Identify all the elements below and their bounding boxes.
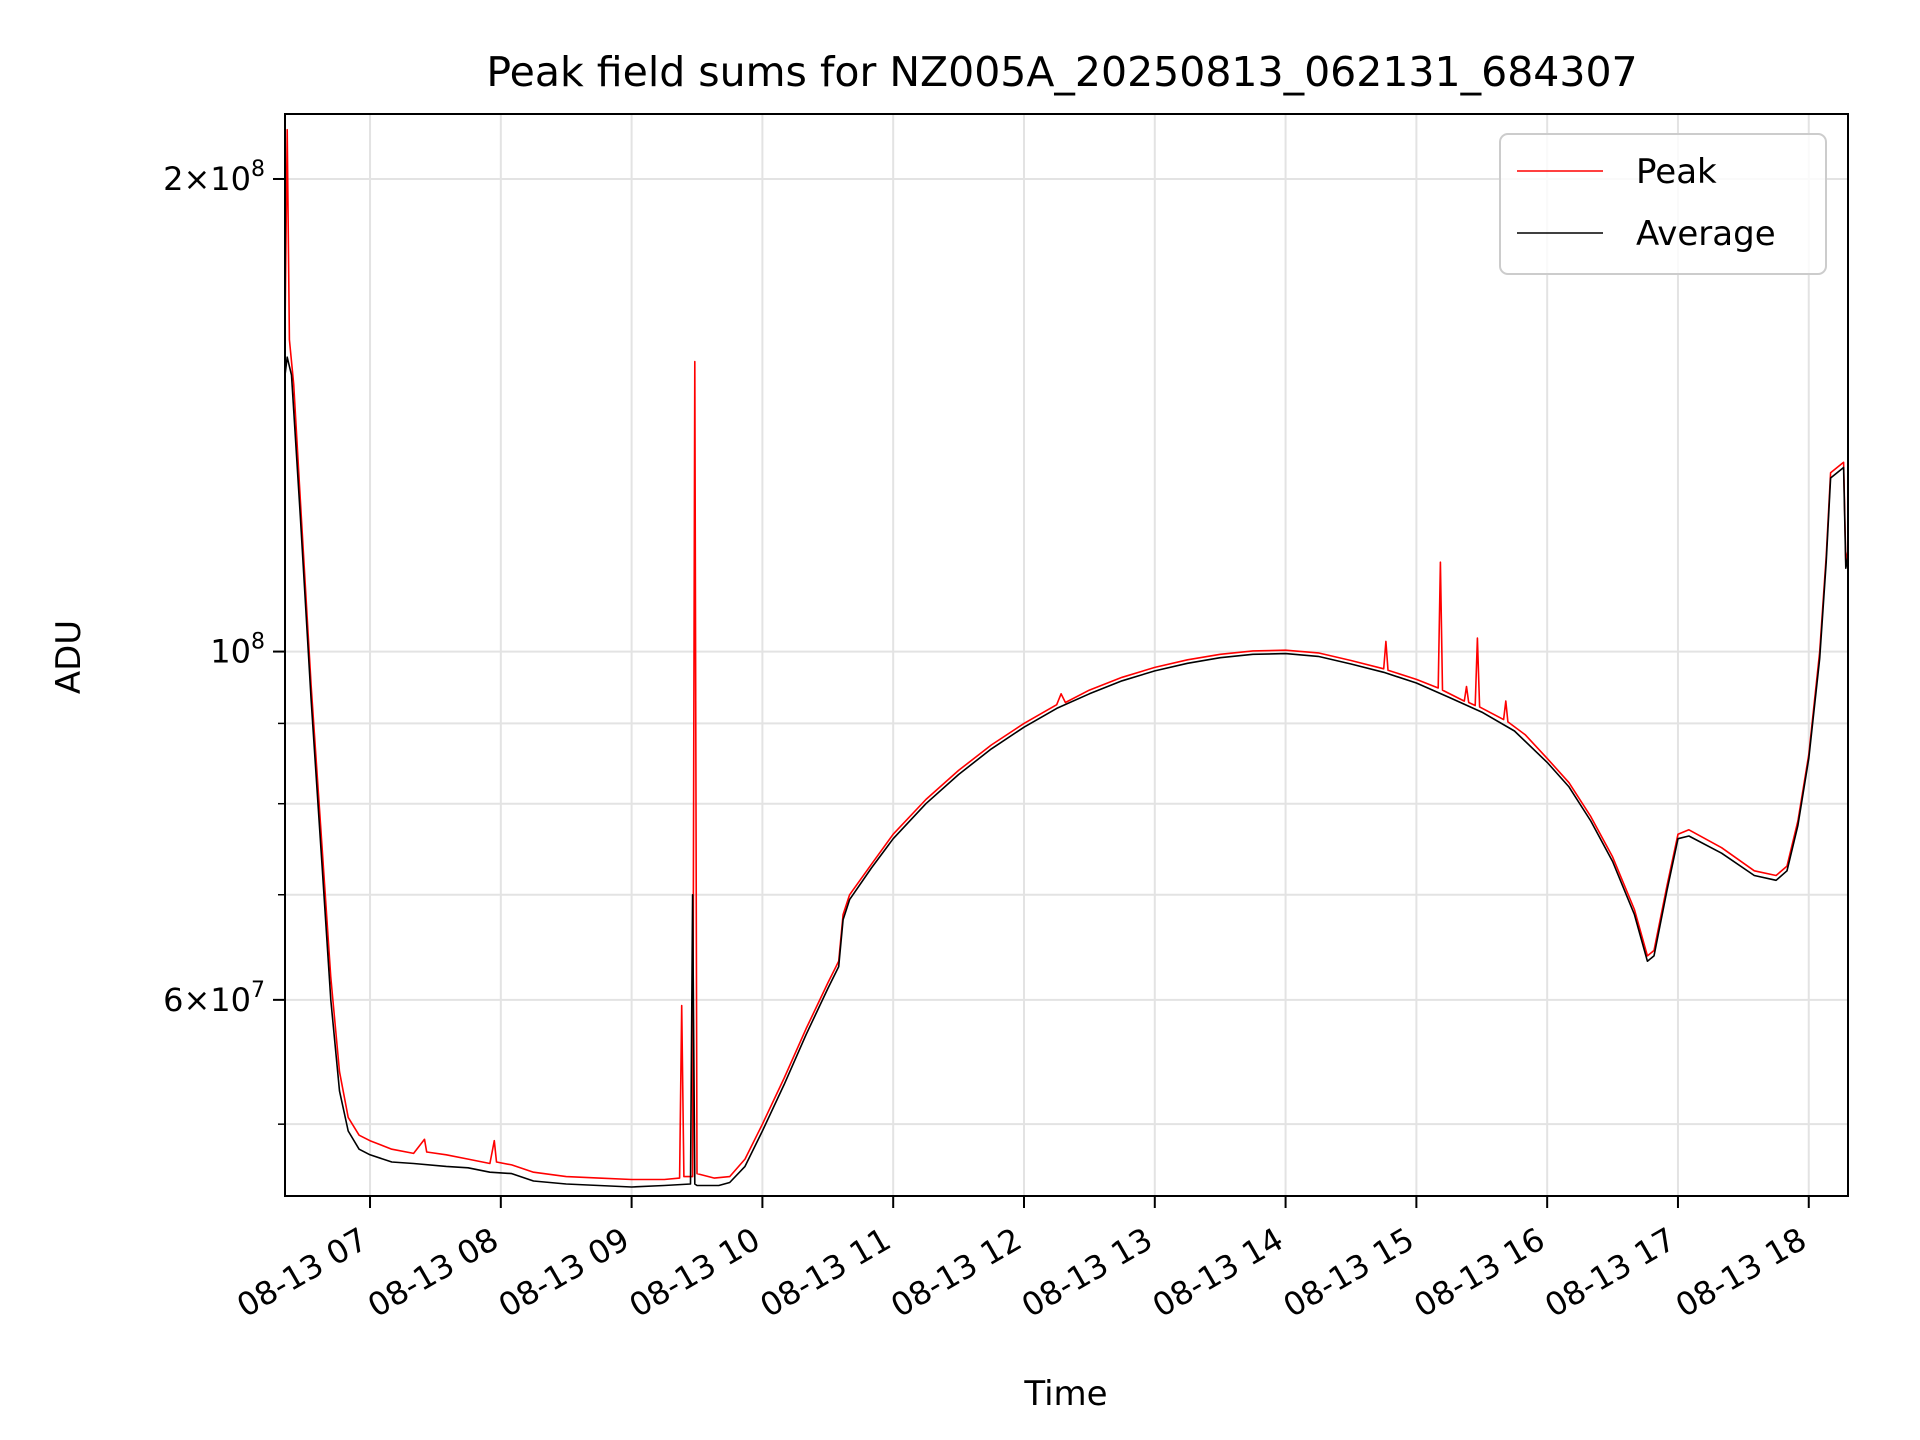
series-line-peak — [284, 128, 1849, 1181]
y-tick-label-exponent: 7 — [251, 978, 265, 1003]
legend: Peak Average — [1499, 133, 1827, 275]
x-tick-label: 08-13 14 — [1146, 1220, 1290, 1325]
legend-label-average: Average — [1636, 214, 1776, 254]
y-tick-label-base: 10 — [210, 633, 251, 671]
x-axis-label: Time — [1023, 1374, 1107, 1414]
y-tick-label: 6×107 — [163, 978, 265, 1019]
y-tick-label: 108 — [210, 630, 265, 671]
y-tick-label-exponent: 8 — [251, 630, 265, 655]
x-tick-label: 08-13 15 — [1277, 1220, 1421, 1325]
x-tick-label: 08-13 09 — [492, 1220, 636, 1325]
legend-label-peak: Peak — [1636, 152, 1717, 192]
x-tick-label: 08-13 08 — [361, 1220, 505, 1325]
x-tick-label: 08-13 18 — [1669, 1220, 1813, 1325]
x-tick-label: 08-13 07 — [230, 1220, 374, 1325]
y-tick-label-base: 6×10 — [163, 981, 251, 1019]
y-tick-label-base: 2×10 — [163, 160, 251, 198]
series-line-average — [284, 356, 1849, 1188]
x-tick-label: 08-13 12 — [884, 1220, 1028, 1325]
x-tick-label: 08-13 16 — [1408, 1220, 1552, 1325]
x-tick-label: 08-13 13 — [1015, 1220, 1159, 1325]
grid — [285, 114, 1848, 1196]
plot-lines — [284, 128, 1849, 1188]
plot-frame — [284, 113, 1849, 1197]
legend-box — [1499, 133, 1827, 275]
chart-title: Peak field sums for NZ005A_20250813_0621… — [486, 48, 1637, 96]
x-tick-label: 08-13 11 — [754, 1220, 898, 1325]
x-tick-label: 08-13 10 — [623, 1220, 767, 1325]
y-tick-label-exponent: 8 — [251, 157, 265, 182]
x-tick-label: 08-13 17 — [1538, 1220, 1682, 1325]
y-tick-label: 2×108 — [163, 157, 265, 198]
y-axis-label: ADU — [49, 620, 89, 694]
